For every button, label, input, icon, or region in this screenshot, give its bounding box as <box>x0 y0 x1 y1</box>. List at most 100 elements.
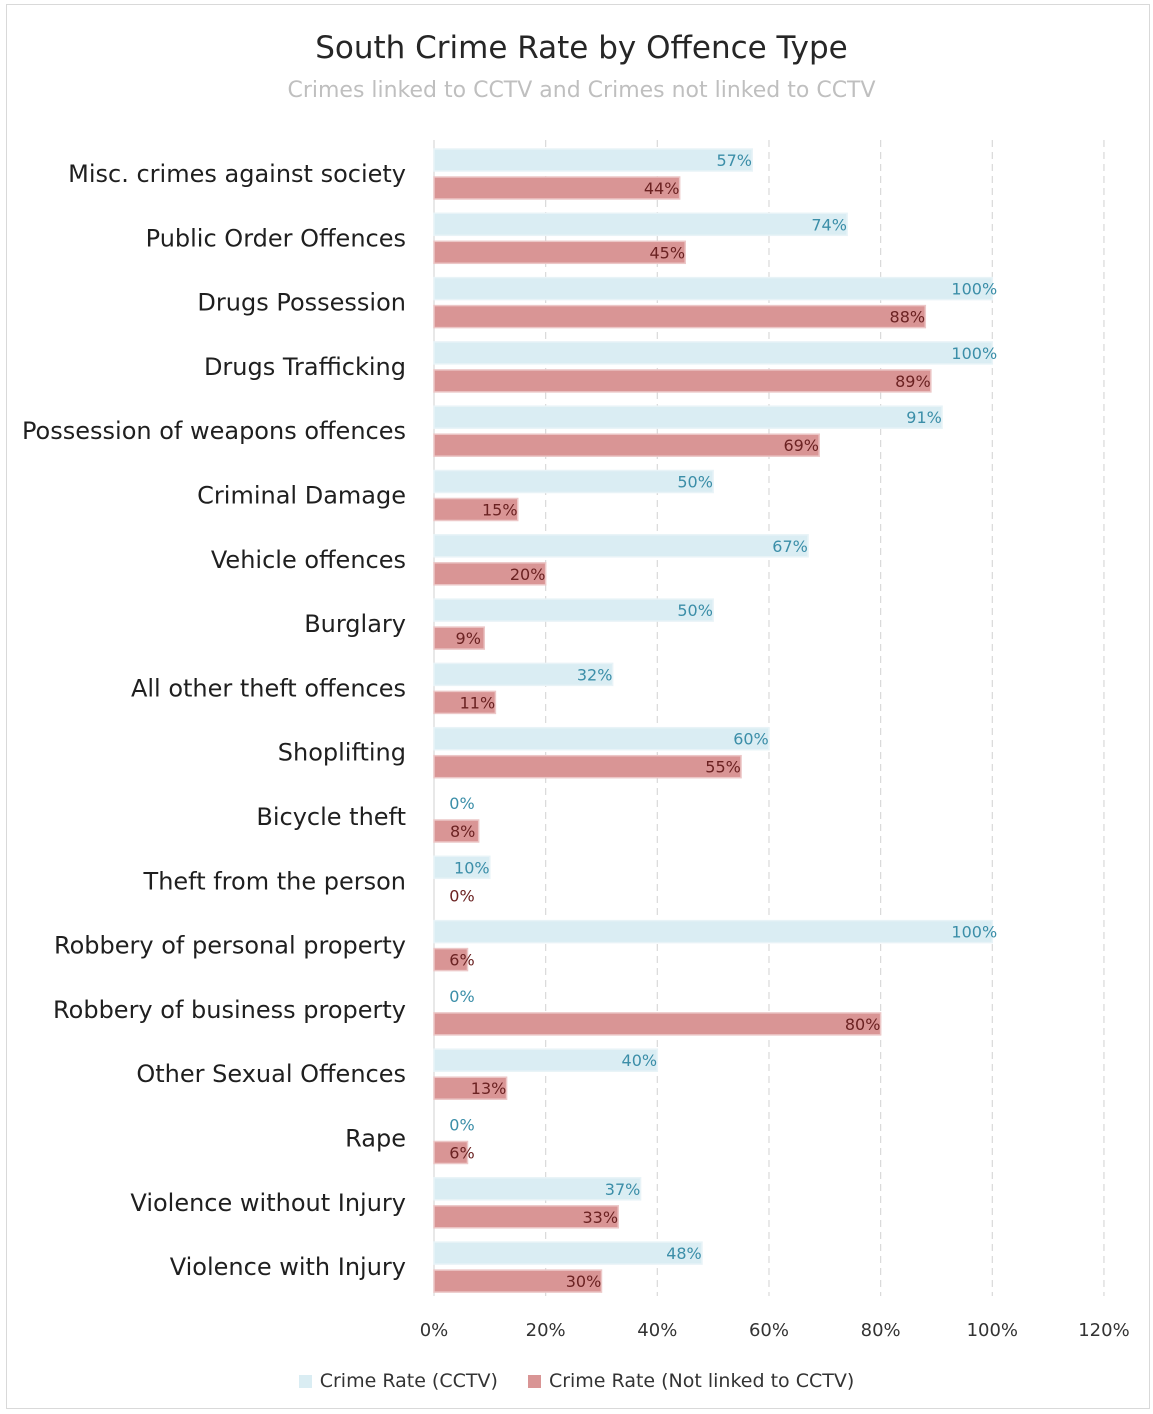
value-label-not-cctv: 89% <box>895 372 931 391</box>
value-label-cctv: 37% <box>605 1180 641 1199</box>
bar-cctv <box>433 534 809 558</box>
value-label-cctv: 32% <box>577 665 613 684</box>
bar-not-cctv <box>433 562 547 586</box>
bar-cctv <box>433 341 994 365</box>
value-label-cctv: 0% <box>449 987 474 1006</box>
value-label-not-cctv: 8% <box>450 822 475 841</box>
category-label: Rape <box>345 1125 406 1153</box>
value-label-not-cctv: 6% <box>449 1144 474 1163</box>
value-label-not-cctv: 44% <box>644 179 680 198</box>
value-label-cctv: 50% <box>677 601 713 620</box>
legend-item-not-cctv: Crime Rate (Not linked to CCTV) <box>527 1370 855 1392</box>
value-label-not-cctv: 15% <box>482 501 518 520</box>
legend-swatch-not-cctv <box>527 1374 541 1388</box>
x-tick-label: 80% <box>861 1320 901 1341</box>
chart-subtitle: Crimes linked to CCTV and Crimes not lin… <box>287 78 876 103</box>
value-label-not-cctv: 69% <box>783 436 819 455</box>
legend-item-cctv: Crime Rate (CCTV) <box>298 1370 498 1392</box>
bar-not-cctv <box>433 240 686 265</box>
category-label: Theft from the person <box>143 867 406 895</box>
bar-not-cctv <box>433 1140 469 1165</box>
bar-cctv <box>433 726 770 751</box>
bar-not-cctv <box>433 176 681 200</box>
bar-cctv <box>433 919 994 944</box>
value-label-not-cctv: 30% <box>566 1272 602 1291</box>
value-label-cctv: 74% <box>811 215 847 234</box>
bar-not-cctv <box>433 754 742 779</box>
x-tick-label: 120% <box>1078 1320 1129 1341</box>
category-label: All other theft offences <box>131 674 406 702</box>
category-label: Misc. crimes against society <box>68 160 406 188</box>
category-label: Drugs Trafficking <box>204 353 406 381</box>
bar-not-cctv <box>433 1076 508 1100</box>
legend-label-cctv: Crime Rate (CCTV) <box>319 1370 498 1392</box>
value-label-not-cctv: 80% <box>845 1015 881 1034</box>
bar-not-cctv <box>433 304 927 329</box>
value-label-not-cctv: 0% <box>449 886 474 905</box>
value-label-not-cctv: 13% <box>471 1079 507 1098</box>
value-label-cctv: 10% <box>454 858 490 877</box>
value-label-cctv: 57% <box>716 151 752 170</box>
bar-not-cctv <box>433 1205 619 1229</box>
x-tick-label: 40% <box>637 1320 677 1341</box>
value-label-not-cctv: 20% <box>510 565 546 584</box>
value-label-not-cctv: 88% <box>890 308 926 327</box>
value-label-cctv: 100% <box>951 344 997 363</box>
bar-cctv <box>433 855 491 880</box>
value-label-cctv: 40% <box>622 1051 658 1070</box>
category-label: Robbery of business property <box>53 996 406 1024</box>
bar-cctv <box>433 662 614 687</box>
bar-not-cctv <box>433 626 485 650</box>
bar-not-cctv <box>433 1012 882 1036</box>
bar-cctv <box>433 598 714 622</box>
bar-not-cctv <box>433 369 932 393</box>
bar-not-cctv <box>433 819 480 843</box>
category-label: Possession of weapons offences <box>22 417 406 445</box>
value-label-not-cctv: 6% <box>449 951 474 970</box>
x-tick-label: 20% <box>526 1320 566 1341</box>
bar-cctv <box>433 1241 703 1265</box>
category-label: Drugs Possession <box>197 289 406 317</box>
bar-not-cctv <box>433 947 469 972</box>
bar-cctv <box>433 469 714 494</box>
value-label-cctv: 0% <box>449 1116 474 1135</box>
bar-cctv <box>433 1048 659 1072</box>
bar-cctv <box>433 212 848 237</box>
value-label-cctv: 100% <box>951 923 997 942</box>
value-label-cctv: 48% <box>666 1244 702 1263</box>
bar-not-cctv <box>433 1269 603 1293</box>
bar-not-cctv <box>433 497 519 522</box>
category-label: Violence without Injury <box>130 1189 406 1217</box>
value-label-cctv: 67% <box>772 537 808 556</box>
category-label: Bicycle theft <box>256 803 406 831</box>
x-tick-label: 0% <box>420 1320 449 1341</box>
category-label: Shoplifting <box>278 739 406 767</box>
bar-cctv <box>433 276 994 301</box>
category-label: Criminal Damage <box>197 482 406 510</box>
category-label: Vehicle offences <box>211 546 406 574</box>
chart-frame <box>6 4 1150 1409</box>
value-label-not-cctv: 9% <box>456 629 481 648</box>
category-label: Violence with Injury <box>170 1253 406 1281</box>
bar-cctv <box>433 148 753 172</box>
bar-cctv <box>433 1177 642 1201</box>
category-label: Public Order Offences <box>146 224 406 252</box>
legend-label-not-cctv: Crime Rate (Not linked to CCTV) <box>548 1370 855 1392</box>
bar-cctv <box>433 405 943 429</box>
value-label-cctv: 60% <box>733 730 769 749</box>
category-label: Robbery of personal property <box>54 932 406 960</box>
bar-not-cctv <box>433 690 497 715</box>
value-label-cctv: 91% <box>906 408 942 427</box>
x-tick-label: 60% <box>749 1320 789 1341</box>
category-label: Burglary <box>304 610 406 638</box>
x-tick-label: 100% <box>967 1320 1018 1341</box>
value-label-cctv: 50% <box>677 473 713 492</box>
value-label-not-cctv: 11% <box>460 693 496 712</box>
bar-not-cctv <box>433 433 820 457</box>
value-label-cctv: 100% <box>951 280 997 299</box>
value-label-cctv: 0% <box>449 794 474 813</box>
legend-swatch-cctv <box>298 1374 312 1388</box>
category-label: Other Sexual Offences <box>136 1060 406 1088</box>
value-label-not-cctv: 33% <box>582 1208 618 1227</box>
